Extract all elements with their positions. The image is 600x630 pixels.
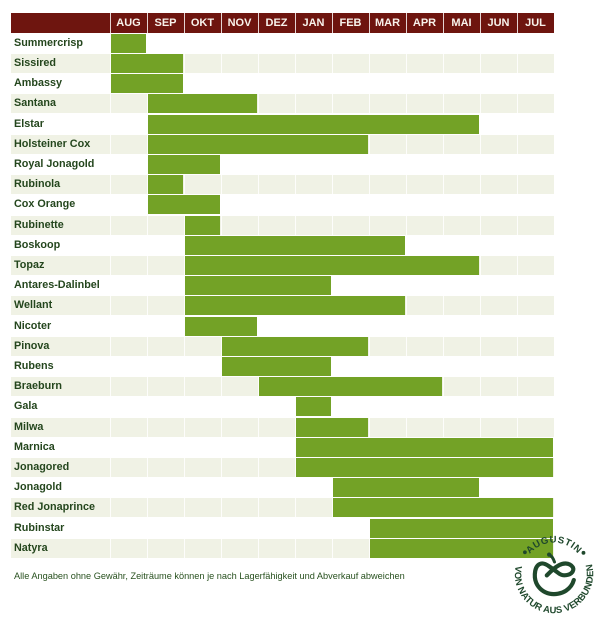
svg-text:AUGUSTIN: AUGUSTIN (524, 534, 584, 555)
